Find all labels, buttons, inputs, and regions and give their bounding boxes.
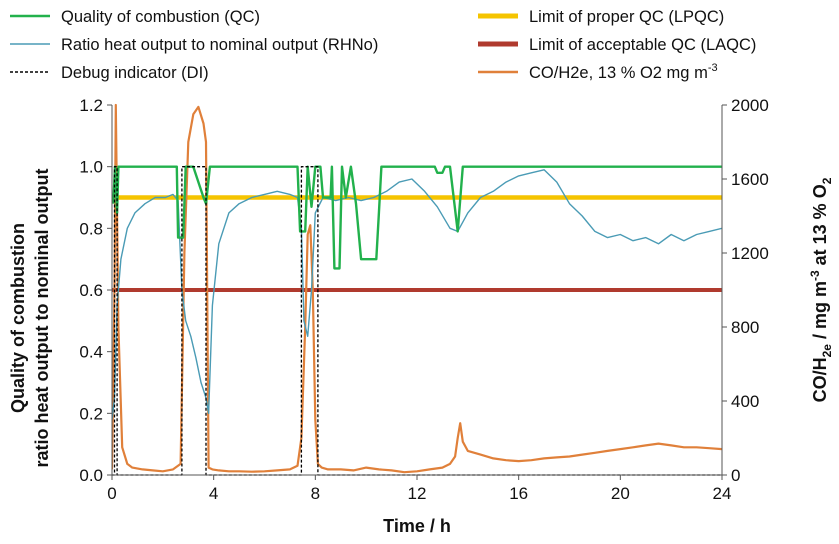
legend-label-co: CO/H2e, 13 % O2 mg m-3 [529,62,718,82]
y-right-tick-label: 0 [731,466,740,485]
y-right-tick-label: 400 [731,392,759,411]
y-left-tick-label: 1.0 [79,158,103,177]
series-co-line [112,103,722,474]
x-tick-label: 16 [509,484,528,503]
y-left-tick-label: 0.0 [79,466,103,485]
legend-label-laqc: Limit of acceptable QC (LAQC) [529,36,756,54]
legend-entry-lpqc: Limit of proper QC (LPQC) [478,8,724,26]
series-di-line [112,166,722,476]
legend-label-rhno: Ratio heat output to nominal output (RHN… [61,36,378,54]
y-left-tick-label: 0.8 [79,219,103,238]
y-right-tick-label: 2000 [731,96,769,115]
plot-area [112,103,722,476]
x-axis-title: Time / h [383,516,451,536]
y-left-axis-title-line2: ratio heat output to nominal output [32,169,52,468]
legend-label-qc: Quality of combustion (QC) [61,8,260,26]
y-right-tick-label: 800 [731,318,759,337]
legend-entry-co: CO/H2e, 13 % O2 mg m-3 [478,62,718,82]
x-tick-label: 0 [107,484,116,503]
y-left-tick-label: 0.4 [79,343,103,362]
y-left-tick-label: 0.2 [79,404,103,423]
x-tick-label: 8 [311,484,320,503]
x-tick-label: 12 [408,484,427,503]
legend: Quality of combustion (QC) Ratio heat out… [10,8,756,82]
legend-entry-laqc: Limit of acceptable QC (LAQC) [478,36,756,54]
y-left-tick-label: 1.2 [79,96,103,115]
x-tick-label: 20 [611,484,630,503]
legend-entry-rhno: Ratio heat output to nominal output (RHN… [10,36,378,54]
y-right-tick-label: 1600 [731,170,769,189]
y-left-axis-title-line1: Quality of combustion [8,223,28,413]
axes: 0 4 8 12 16 20 24 0.0 0.2 0.4 0.6 0.8 1.0 1.2 0 400 800 1… [8,96,834,536]
y-right-tick-label: 1200 [731,244,769,263]
x-tick-label: 4 [209,484,218,503]
x-tick-label: 24 [713,484,732,503]
y-right-axis-title: CO/H2e / mg m-3 at 13 % O2 [808,177,834,402]
series-qc-line [112,165,722,270]
y-left-tick-label: 0.6 [79,281,103,300]
legend-label-di: Debug indicator (DI) [61,64,209,82]
series-rhno-line [112,169,722,420]
legend-entry-di: Debug indicator (DI) [10,64,209,82]
legend-entry-qc: Quality of combustion (QC) [10,8,260,26]
legend-label-lpqc: Limit of proper QC (LPQC) [529,8,724,26]
